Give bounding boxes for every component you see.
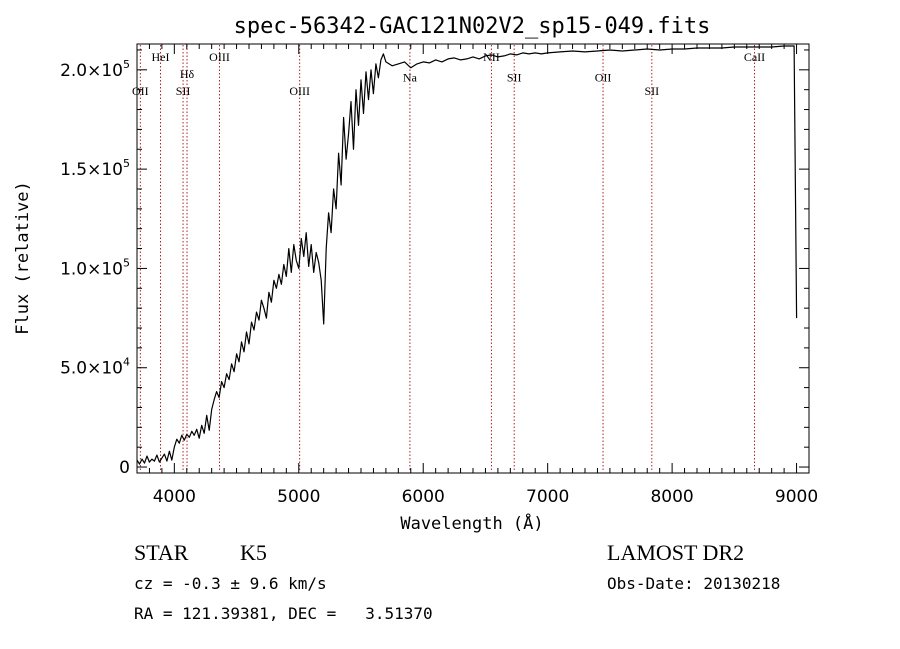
spectral-line-label: SII — [176, 84, 191, 98]
spectrum-series-layer — [136, 45, 798, 465]
x-tick-label: 4000 — [153, 487, 196, 507]
y-tick-exponent: 5 — [123, 256, 130, 269]
spectral-line-label: SII — [644, 84, 659, 98]
y-tick-label: 1.0×105 — [60, 256, 130, 279]
coordinates: RA = 121.39381, DEC = 3.51370 — [134, 604, 433, 623]
y-tick-label: 5.0×104 — [60, 356, 130, 379]
y-tick-exponent: 5 — [123, 157, 130, 170]
x-tick-label: 6000 — [402, 487, 445, 507]
chart-title: spec-56342-GAC121N02V2_sp15-049.fits — [234, 14, 711, 39]
spectral-line-label: HeI — [152, 50, 170, 64]
y-tick-label: 2.0×105 — [60, 58, 130, 81]
spectral-lines-layer: OII HeI SII Hδ OIII OIII Na NII SII OII SII CaII — [132, 45, 765, 472]
y-tick-exponent: 4 — [123, 356, 130, 369]
x-axis-label: Wavelength (Å) — [400, 512, 543, 534]
redshift-value: cz = -0.3 ± 9.6 km/s — [134, 574, 327, 593]
x-tick-label: 8000 — [650, 487, 693, 507]
object-class: STAR — [134, 540, 189, 565]
observation-date: Obs-Date: 20130218 — [607, 574, 781, 593]
spectral-line-label: Hδ — [180, 67, 195, 81]
x-axis-ticks: 4000 5000 6000 7000 8000 9000 — [136, 44, 818, 507]
spectral-line-label: Na — [403, 70, 418, 84]
spectral-line-label: OII — [595, 70, 612, 84]
spectral-line-label: OIII — [209, 50, 230, 64]
y-tick-label: 0 — [119, 458, 130, 478]
survey-name: LAMOST DR2 — [607, 540, 745, 565]
spectral-line-label: OII — [132, 84, 149, 98]
y-axis-label: Flux (relative) — [13, 181, 33, 335]
x-tick-label: 5000 — [277, 487, 320, 507]
spectral-line-label: SII — [507, 70, 522, 84]
y-tick-exponent: 5 — [123, 58, 130, 71]
y-tick-label: 1.5×105 — [60, 157, 130, 180]
spectrum-series-line — [136, 45, 798, 465]
x-tick-label: 7000 — [526, 487, 569, 507]
spectral-line-label: NII — [483, 50, 500, 64]
spectral-line-label: OIII — [289, 84, 310, 98]
y-axis-ticks: 0 5.0×104 1.0×105 1.5×105 2.0×105 — [60, 49, 809, 478]
object-subclass: K5 — [240, 540, 267, 565]
spectral-line-label: CaII — [744, 50, 765, 64]
plot-frame — [136, 43, 810, 474]
x-tick-label: 9000 — [775, 487, 818, 507]
